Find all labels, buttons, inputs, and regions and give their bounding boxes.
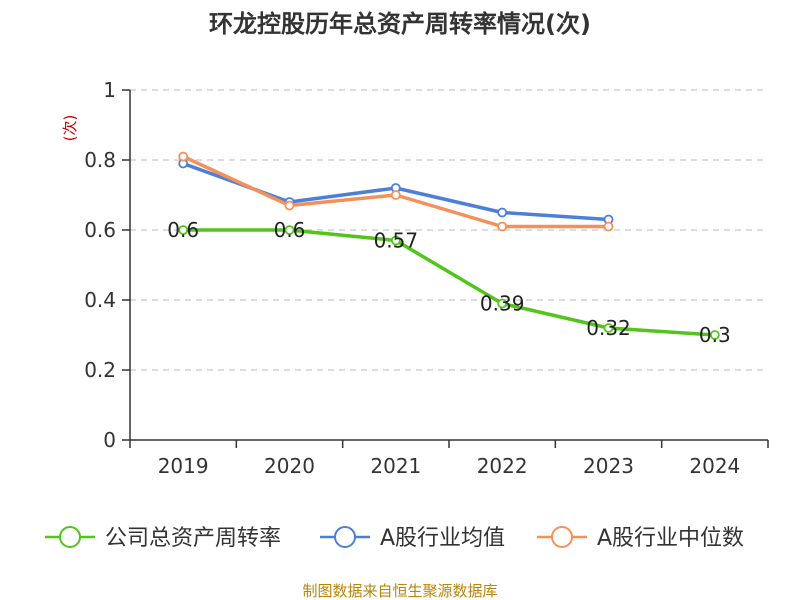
- data-point: [284, 225, 295, 235]
- y-tick-label: 0.2: [84, 358, 116, 382]
- data-label: 0.6: [167, 218, 199, 242]
- series-0: 0.6 0.6 0.57 0.39 0.32 0.3: [167, 218, 730, 347]
- legend: 公司总资产周转率 A股行业均值 A股行业中位数: [45, 526, 744, 551]
- data-label: 0.3: [699, 323, 731, 347]
- data-point: [390, 235, 401, 246]
- source-note: 制图数据来自恒生聚源数据库: [302, 582, 497, 600]
- data-point: [709, 330, 720, 340]
- legend-item-1[interactable]: A股行业均值: [320, 526, 505, 551]
- data-point: [284, 200, 295, 211]
- grid-lines: [130, 89, 768, 371]
- legend-marker: [334, 526, 356, 548]
- data-point: [603, 323, 614, 333]
- legend-marker: [59, 526, 81, 548]
- data-point: [497, 298, 508, 309]
- chart-title: 环龙控股历年总资产周转率情况(次): [209, 10, 591, 38]
- series-line: [183, 228, 715, 337]
- data-point: [178, 151, 189, 162]
- x-tick-label: 2022: [477, 454, 528, 478]
- data-point: [178, 225, 189, 235]
- data-label: 0.32: [586, 316, 631, 340]
- y-tick-label: 0.8: [84, 148, 116, 172]
- x-tick-label: 2020: [264, 454, 315, 478]
- data-label: 0.57: [374, 229, 419, 253]
- legend-item-2[interactable]: A股行业中位数: [537, 526, 744, 551]
- x-tick-label: 2023: [583, 454, 634, 478]
- y-axis-label: (次): [61, 115, 79, 142]
- y-tick-label: 0: [103, 428, 116, 452]
- data-label: 0.39: [480, 292, 525, 316]
- x-tick-label: 2024: [689, 454, 740, 478]
- legend-label: A股行业均值: [380, 526, 505, 551]
- x-tick-label: 2021: [370, 454, 421, 478]
- data-point: [390, 190, 401, 200]
- data-point: [497, 221, 508, 232]
- legend-marker: [551, 526, 573, 548]
- legend-item-0[interactable]: 公司总资产周转率: [45, 526, 281, 551]
- axes: 0 0.2 0.4 0.6 0.8 1 2019 2020 2021 2022 2023 2024: [84, 78, 769, 478]
- y-tick-label: 0.4: [84, 288, 116, 312]
- data-point: [603, 221, 614, 232]
- data-label: 0.6: [274, 218, 306, 242]
- y-tick-label: 1: [103, 78, 116, 102]
- series-2: [178, 151, 614, 232]
- data-point: [497, 207, 508, 218]
- series-layer: 0.6 0.6 0.57 0.39 0.32 0.3: [167, 151, 731, 347]
- legend-label: A股行业中位数: [597, 526, 744, 551]
- legend-label: 公司总资产周转率: [105, 526, 281, 551]
- x-tick-label: 2019: [158, 454, 209, 478]
- y-tick-label: 0.6: [84, 218, 116, 242]
